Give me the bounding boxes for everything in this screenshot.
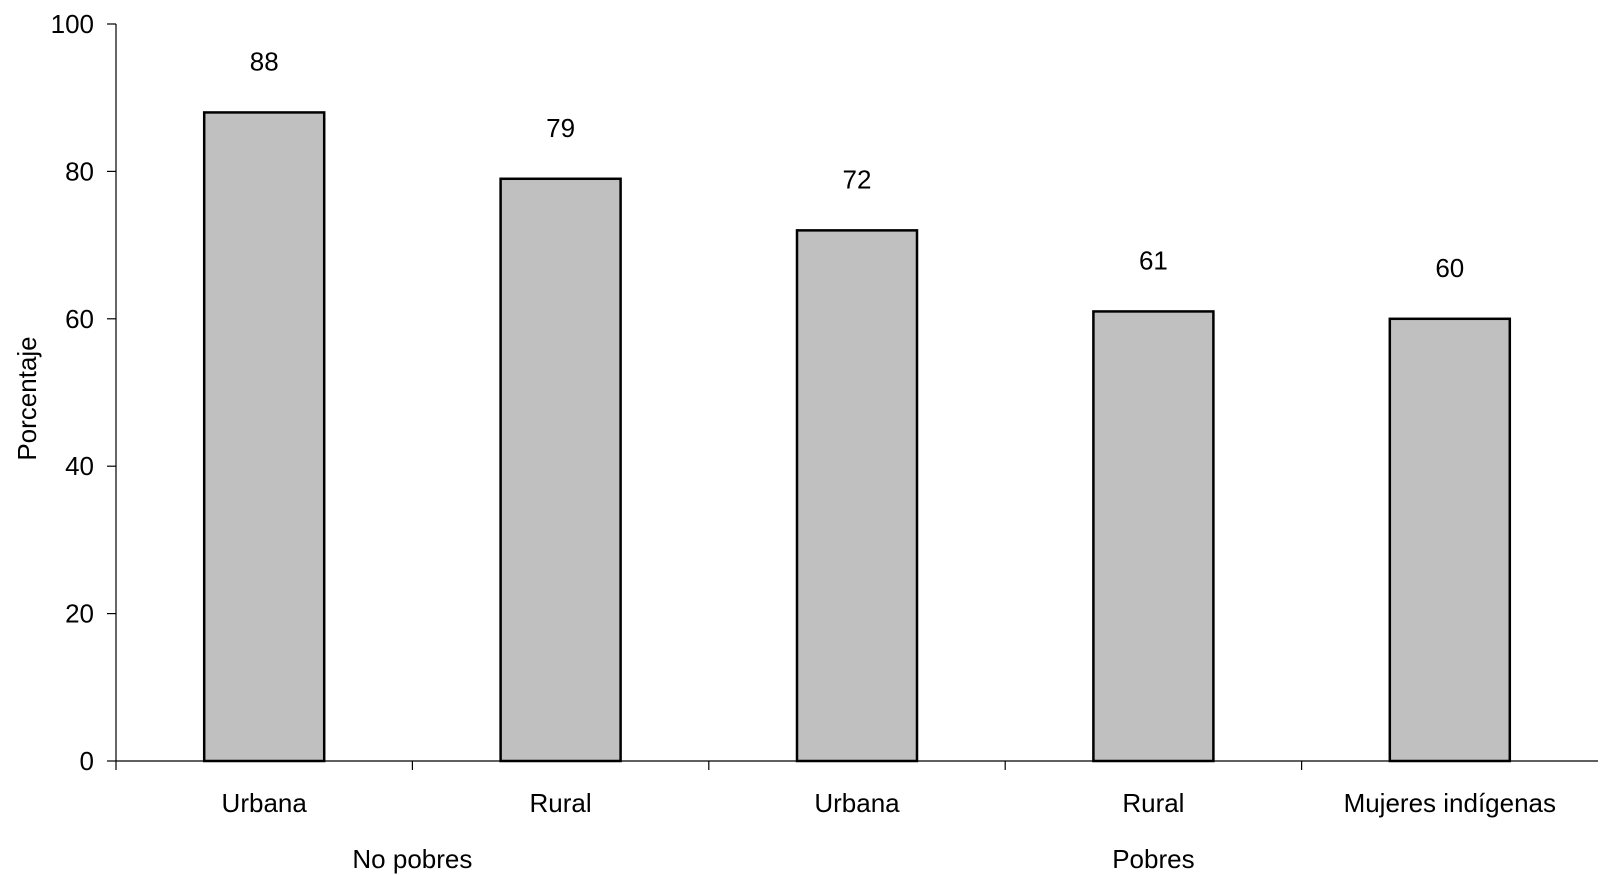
x-category-label: Rural [530, 788, 592, 818]
bar [499, 177, 622, 763]
data-labels: 88 79 72 61 60 [250, 46, 1465, 282]
y-tick-label: 60 [65, 304, 94, 334]
y-axis-title: Porcentaje [12, 336, 42, 460]
data-label: 60 [1435, 253, 1464, 283]
x-category-label: Rural [1122, 788, 1184, 818]
y-tick-label: 40 [65, 451, 94, 481]
x-group-label: Pobres [1112, 844, 1194, 874]
y-axis: 0 20 40 60 80 100 [51, 9, 117, 776]
x-category-label: Mujeres indígenas [1344, 788, 1556, 818]
y-tick-label: 0 [80, 746, 94, 776]
x-group-label: No pobres [352, 844, 472, 874]
data-label: 79 [546, 113, 575, 143]
x-category-label: Urbana [222, 788, 308, 818]
bar [795, 229, 919, 763]
x-category-label: Urbana [814, 788, 900, 818]
data-label: 72 [843, 164, 872, 194]
data-label: 88 [250, 46, 279, 76]
y-tick-label: 100 [51, 9, 94, 39]
y-tick-label: 80 [65, 156, 94, 186]
x-axis: Urbana Rural Urbana Rural Mujeres indígenas N… [115, 760, 1598, 874]
y-tick-label: 20 [65, 599, 94, 629]
bar [1388, 317, 1512, 763]
bar [202, 111, 326, 763]
bar [1092, 310, 1215, 763]
data-label: 61 [1139, 245, 1168, 275]
bars [202, 111, 1512, 763]
